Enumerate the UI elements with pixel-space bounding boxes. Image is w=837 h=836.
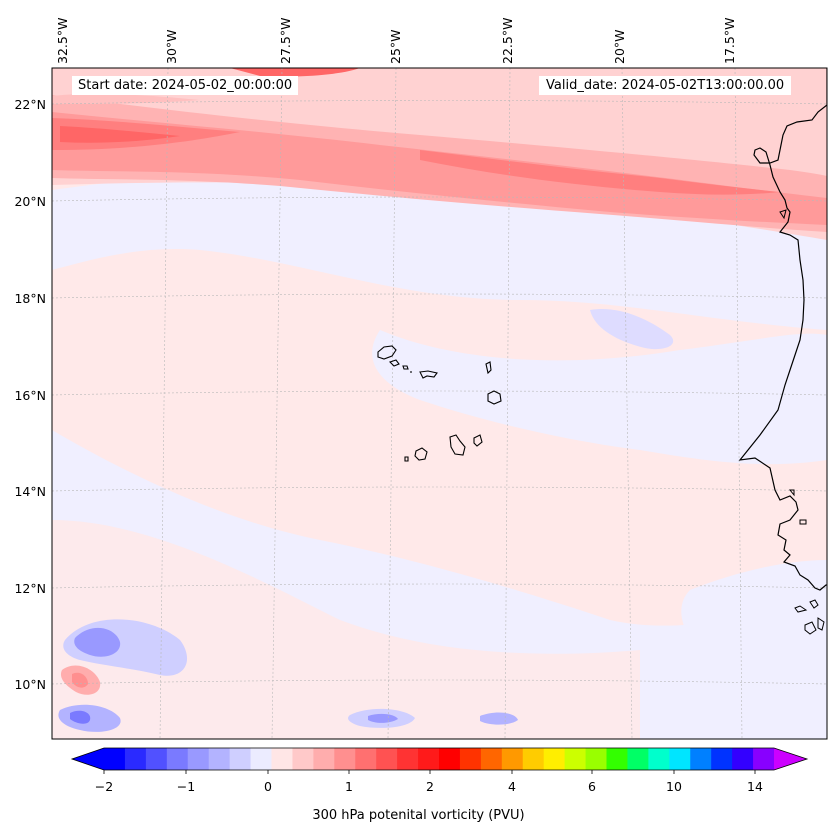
colorbar-title: 300 hPa potenital vorticity (PVU) — [312, 808, 525, 823]
lon-label: 17.5°W — [722, 18, 737, 64]
lon-label: 25°W — [388, 29, 403, 64]
colorbar-segment — [543, 748, 566, 770]
colorbar-tick-label: 4 — [508, 779, 516, 794]
lat-label: 18°N — [14, 291, 46, 306]
pv-negative-region — [681, 560, 827, 700]
cape-verde-islands — [377, 345, 502, 462]
colorbar-segment — [313, 748, 335, 770]
colorbar-segment — [292, 748, 314, 770]
island — [414, 447, 428, 461]
colorbar-segment — [418, 748, 440, 770]
colorbar-segment — [187, 748, 210, 770]
colorbar-tick-label: 0 — [264, 779, 272, 794]
colorbar-segment — [627, 748, 649, 770]
colorbar-tick-label: 6 — [588, 779, 596, 794]
colorbar-segment — [104, 748, 126, 770]
lat-label: 20°N — [14, 194, 46, 209]
pv-jet-core — [420, 150, 780, 195]
island — [473, 434, 483, 447]
colorbar-segment — [732, 748, 754, 770]
island — [419, 370, 438, 379]
colorbar-segment — [355, 748, 377, 770]
colorbar-tick-label: −2 — [95, 779, 113, 794]
colorbar-segment — [397, 748, 419, 770]
pv-jet-band — [52, 112, 827, 225]
colorbar-segments — [104, 748, 775, 770]
pv-jet-core — [60, 126, 180, 143]
colorbar-segment — [124, 748, 147, 770]
colorbar-segment — [271, 748, 294, 770]
pv-high-spot — [72, 672, 88, 688]
colorbar-segment — [334, 748, 356, 770]
colorbar-segment — [501, 748, 524, 770]
colorbar-segment — [522, 748, 545, 770]
pv-low-region — [480, 712, 518, 725]
graticule — [52, 68, 827, 739]
colorbar-segment — [229, 748, 252, 770]
colorbar: −2 −1 0 1 2 4 6 10 14 — [70, 747, 809, 794]
colorbar-ticks — [103, 770, 756, 774]
colorbar-segment — [585, 748, 608, 770]
island — [485, 361, 492, 375]
colorbar-segment — [145, 748, 168, 770]
colorbar-segment — [439, 748, 461, 770]
colorbar-segment — [166, 748, 189, 770]
lat-label: 22°N — [14, 97, 46, 112]
lon-label: 30°W — [164, 29, 179, 64]
longitude-labels: 32.5°W 30°W 27.5°W 25°W 22.5°W 20°W 17.5… — [55, 18, 737, 64]
colorbar-segment — [250, 748, 273, 770]
lat-label: 12°N — [14, 581, 46, 596]
pv-low-region — [74, 627, 121, 657]
colorbar-segment — [753, 748, 775, 770]
colorbar-tick-label: 14 — [747, 779, 763, 794]
colorbar-tick-label: 1 — [345, 779, 353, 794]
colorbar-tick-label: −1 — [177, 779, 195, 794]
pv-low-region — [70, 710, 91, 724]
lon-label: 22.5°W — [500, 18, 515, 64]
map-frame — [51, 67, 828, 740]
colorbar-segment — [564, 748, 587, 770]
colorbar-segment — [208, 748, 231, 770]
pv-field — [52, 68, 827, 739]
island — [388, 359, 400, 367]
island — [449, 434, 466, 456]
colorbar-tick-label: 2 — [426, 779, 434, 794]
colorbar-segment — [711, 748, 733, 770]
pv-low-region — [368, 713, 398, 723]
lat-label: 16°N — [14, 388, 46, 403]
lon-label: 27.5°W — [278, 18, 293, 64]
pv-positive-region — [52, 520, 640, 739]
latitude-labels: 22°N 20°N 18°N 16°N 14°N 12°N 10°N — [14, 97, 46, 692]
island — [377, 345, 397, 360]
colorbar-segment — [480, 748, 503, 770]
colorbar-tick-label: 10 — [666, 779, 682, 794]
lat-label: 14°N — [14, 484, 46, 499]
colorbar-segment — [669, 748, 691, 770]
lat-label: 10°N — [14, 677, 46, 692]
pv-jet-band — [52, 93, 200, 104]
lon-label: 32.5°W — [55, 18, 70, 64]
coastal-islands — [779, 209, 825, 635]
coastline — [738, 68, 827, 591]
lon-label: 20°W — [612, 29, 627, 64]
island — [487, 390, 502, 405]
colorbar-segment — [376, 748, 398, 770]
valid-date-label: Valid_date: 2024-05-02T13:00:00.00 — [539, 76, 792, 95]
pv-negative-region — [590, 309, 674, 350]
colorbar-segment — [690, 748, 712, 770]
colorbar-tick-labels: −2 −1 0 1 2 4 6 10 14 — [95, 779, 763, 794]
colorbar-segment — [606, 748, 629, 770]
start-date-label: Start date: 2024-05-02_00:00:00 — [72, 76, 299, 95]
colorbar-segment — [459, 748, 482, 770]
colorbar-segment — [648, 748, 670, 770]
pv-jet-core — [230, 68, 360, 77]
island — [404, 456, 409, 462]
colorbar-extend-under — [72, 748, 104, 770]
colorbar-extend-over — [774, 748, 807, 770]
island — [402, 365, 409, 370]
